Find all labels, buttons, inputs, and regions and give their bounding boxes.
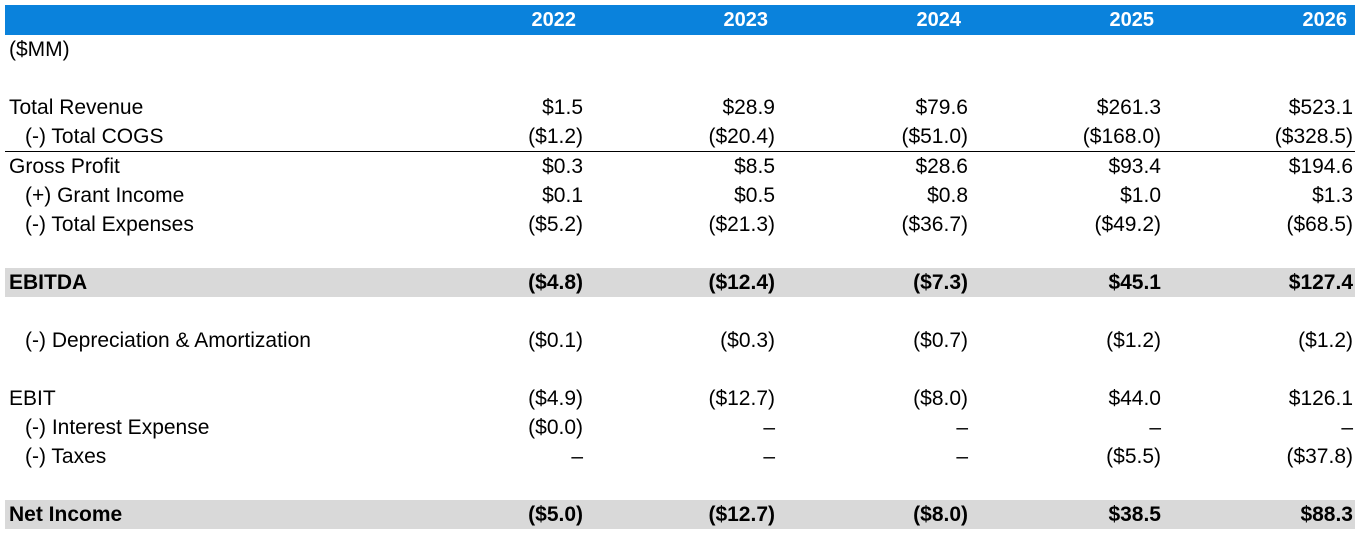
row-label: Net Income [9,503,123,526]
value-2024: $28.6 [915,155,968,178]
row-label: Gross Profit [9,155,120,178]
year-header-2023: 2023 [723,9,769,31]
row-label: (-) Depreciation & Amortization [25,329,311,352]
value-2023: ($12.7) [708,387,775,410]
income-statement-table: 2022 2023 2024 2025 2026 ($MM) Total Rev… [5,5,1355,529]
value-2026: ($37.8) [1286,445,1353,468]
row-total-revenue: Total Revenue $1.5 $28.9 $79.6 $261.3 $5… [5,93,1355,122]
spacer-row [5,239,1355,268]
row-grant-income: (+) Grant Income $0.1 $0.5 $0.8 $1.0 $1.… [5,181,1355,210]
value-2025: – [1149,416,1161,439]
value-2022: $0.3 [542,155,583,178]
row-label: EBITDA [9,271,88,294]
row-net-income: Net Income ($5.0) ($12.7) ($8.0) $38.5 $… [5,500,1355,529]
units-label: ($MM) [9,38,70,61]
value-2022: – [571,445,583,468]
value-2025: $44.0 [1108,387,1161,410]
value-2023: ($12.7) [708,503,775,526]
value-2026: ($68.5) [1286,213,1353,236]
value-2023: ($12.4) [708,271,775,294]
value-2022: ($5.2) [528,213,583,236]
value-2023: $8.5 [734,155,775,178]
spacer-row [5,355,1355,384]
value-2023: $0.5 [734,184,775,207]
value-2026: $126.1 [1288,387,1353,410]
value-2026: $1.3 [1312,184,1353,207]
value-2023: ($21.3) [708,213,775,236]
value-2023: $28.9 [722,96,775,119]
value-2022: $1.5 [542,96,583,119]
row-label: (+) Grant Income [25,184,185,207]
spacer-row [5,64,1355,93]
spacer-row [5,297,1355,326]
value-2026: $88.3 [1300,503,1353,526]
row-depreciation-amortization: (-) Depreciation & Amortization ($0.1) (… [5,326,1355,355]
value-2023: ($20.4) [708,125,775,148]
units-row: ($MM) [5,35,1355,64]
value-2024: $0.8 [927,184,968,207]
value-2025: ($1.2) [1106,329,1161,352]
value-2024: ($0.7) [913,329,968,352]
value-2025: ($49.2) [1094,213,1161,236]
value-2026: – [1341,416,1353,439]
value-2025: ($168.0) [1082,125,1161,148]
value-2026: $523.1 [1288,96,1353,119]
value-2026: $194.6 [1288,155,1353,178]
value-2024: – [956,445,968,468]
value-2025: $1.0 [1120,184,1161,207]
year-header-2026: 2026 [1302,9,1348,31]
value-2024: ($8.0) [913,503,968,526]
row-label: (-) Interest Expense [25,416,210,439]
value-2026: $127.4 [1288,271,1353,294]
value-2023: – [763,445,775,468]
row-taxes: (-) Taxes – – – ($5.5) ($37.8) [5,442,1355,471]
value-2024: ($51.0) [901,125,968,148]
value-2025: $45.1 [1108,271,1161,294]
value-2022: ($0.0) [528,416,583,439]
value-2025: $93.4 [1108,155,1161,178]
row-label: (-) Total COGS [25,125,164,148]
value-2022: ($4.8) [528,271,583,294]
row-ebitda: EBITDA ($4.8) ($12.4) ($7.3) $45.1 $127.… [5,268,1355,297]
value-2025: $261.3 [1096,96,1161,119]
value-2025: ($5.5) [1106,445,1161,468]
year-header-2024: 2024 [916,9,962,31]
value-2024: ($8.0) [913,387,968,410]
value-2024: ($36.7) [901,213,968,236]
year-header-2022: 2022 [531,9,577,31]
spacer-row [5,471,1355,500]
row-label: Total Revenue [9,96,144,119]
value-2024: ($7.3) [913,271,968,294]
row-label: EBIT [9,387,56,410]
value-2025: $38.5 [1108,503,1161,526]
value-2024: $79.6 [915,96,968,119]
row-ebit: EBIT ($4.9) ($12.7) ($8.0) $44.0 $126.1 [5,384,1355,413]
row-interest-expense: (-) Interest Expense ($0.0) – – – – [5,413,1355,442]
value-2022: ($0.1) [528,329,583,352]
row-total-expenses: (-) Total Expenses ($5.2) ($21.3) ($36.7… [5,210,1355,239]
value-2024: – [956,416,968,439]
value-2022: ($5.0) [528,503,583,526]
row-total-cogs: (-) Total COGS ($1.2) ($20.4) ($51.0) ($… [5,122,1355,151]
value-2023: – [763,416,775,439]
row-label: (-) Total Expenses [25,213,194,236]
value-2026: ($1.2) [1298,329,1353,352]
value-2022: $0.1 [542,184,583,207]
value-2022: ($1.2) [528,125,583,148]
year-header-2025: 2025 [1109,9,1155,31]
value-2022: ($4.9) [528,387,583,410]
row-gross-profit: Gross Profit $0.3 $8.5 $28.6 $93.4 $194.… [5,151,1355,181]
year-header-row: 2022 2023 2024 2025 2026 [5,5,1355,35]
value-2026: ($328.5) [1274,125,1353,148]
row-label: (-) Taxes [25,445,107,468]
value-2023: ($0.3) [720,329,775,352]
